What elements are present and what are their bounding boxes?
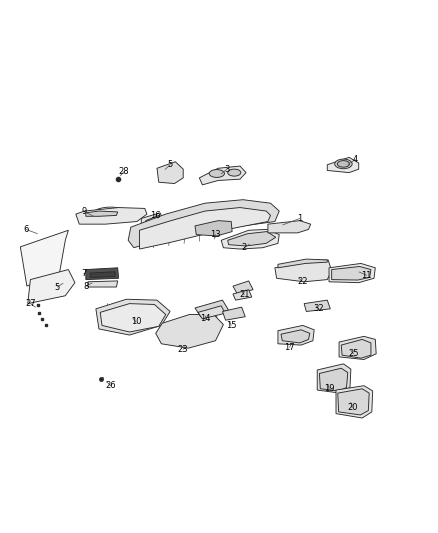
Polygon shape: [332, 266, 371, 280]
Ellipse shape: [209, 169, 224, 177]
Text: 9: 9: [82, 207, 87, 216]
Polygon shape: [86, 268, 119, 280]
Polygon shape: [329, 263, 375, 282]
Text: 3: 3: [224, 165, 230, 174]
Text: 28: 28: [119, 167, 129, 176]
Ellipse shape: [228, 169, 241, 176]
Polygon shape: [317, 364, 351, 393]
Polygon shape: [198, 306, 225, 319]
Polygon shape: [223, 307, 245, 320]
Polygon shape: [338, 389, 369, 415]
Ellipse shape: [335, 159, 352, 169]
Polygon shape: [278, 326, 314, 345]
Text: 27: 27: [25, 299, 35, 308]
Text: 22: 22: [297, 277, 308, 286]
Polygon shape: [195, 221, 232, 236]
Text: 20: 20: [347, 403, 357, 412]
Text: 11: 11: [361, 271, 372, 280]
Text: 26: 26: [106, 381, 116, 390]
Polygon shape: [100, 304, 166, 332]
Text: 4: 4: [353, 155, 358, 164]
Text: 14: 14: [200, 314, 210, 324]
Text: 2: 2: [242, 243, 247, 252]
Text: 6: 6: [23, 225, 29, 234]
Polygon shape: [86, 211, 118, 216]
Text: 5: 5: [55, 282, 60, 292]
Polygon shape: [28, 270, 75, 304]
Polygon shape: [195, 300, 229, 317]
Polygon shape: [76, 207, 147, 224]
Polygon shape: [341, 340, 371, 358]
Polygon shape: [88, 281, 118, 287]
Polygon shape: [281, 330, 310, 343]
Text: 10: 10: [131, 318, 141, 326]
Polygon shape: [221, 229, 279, 249]
Text: 21: 21: [239, 290, 250, 300]
Polygon shape: [140, 207, 271, 249]
Text: 15: 15: [226, 321, 237, 330]
Polygon shape: [336, 386, 373, 418]
Text: 32: 32: [313, 304, 324, 313]
Text: 16: 16: [150, 211, 161, 220]
Text: 23: 23: [178, 345, 188, 354]
Text: 5: 5: [167, 160, 173, 169]
Polygon shape: [233, 289, 252, 300]
Polygon shape: [128, 200, 279, 248]
Text: 13: 13: [210, 230, 221, 239]
Polygon shape: [339, 336, 376, 359]
Ellipse shape: [353, 345, 363, 351]
Polygon shape: [304, 300, 330, 311]
Polygon shape: [228, 231, 276, 246]
Ellipse shape: [337, 160, 350, 167]
Polygon shape: [199, 166, 246, 185]
Text: 25: 25: [348, 349, 359, 358]
Polygon shape: [20, 230, 68, 286]
Polygon shape: [275, 260, 332, 282]
Polygon shape: [268, 221, 311, 233]
Text: 1: 1: [297, 214, 302, 223]
Polygon shape: [146, 215, 161, 227]
Text: 8: 8: [83, 281, 88, 290]
Text: 19: 19: [324, 384, 334, 393]
Polygon shape: [96, 299, 170, 335]
Polygon shape: [233, 281, 253, 294]
Text: 7: 7: [81, 269, 86, 278]
Polygon shape: [155, 314, 223, 348]
Polygon shape: [90, 272, 115, 277]
Text: 17: 17: [284, 343, 295, 352]
Polygon shape: [278, 259, 327, 268]
Polygon shape: [157, 161, 183, 183]
Polygon shape: [327, 157, 359, 173]
Polygon shape: [319, 368, 348, 391]
Polygon shape: [141, 213, 164, 228]
